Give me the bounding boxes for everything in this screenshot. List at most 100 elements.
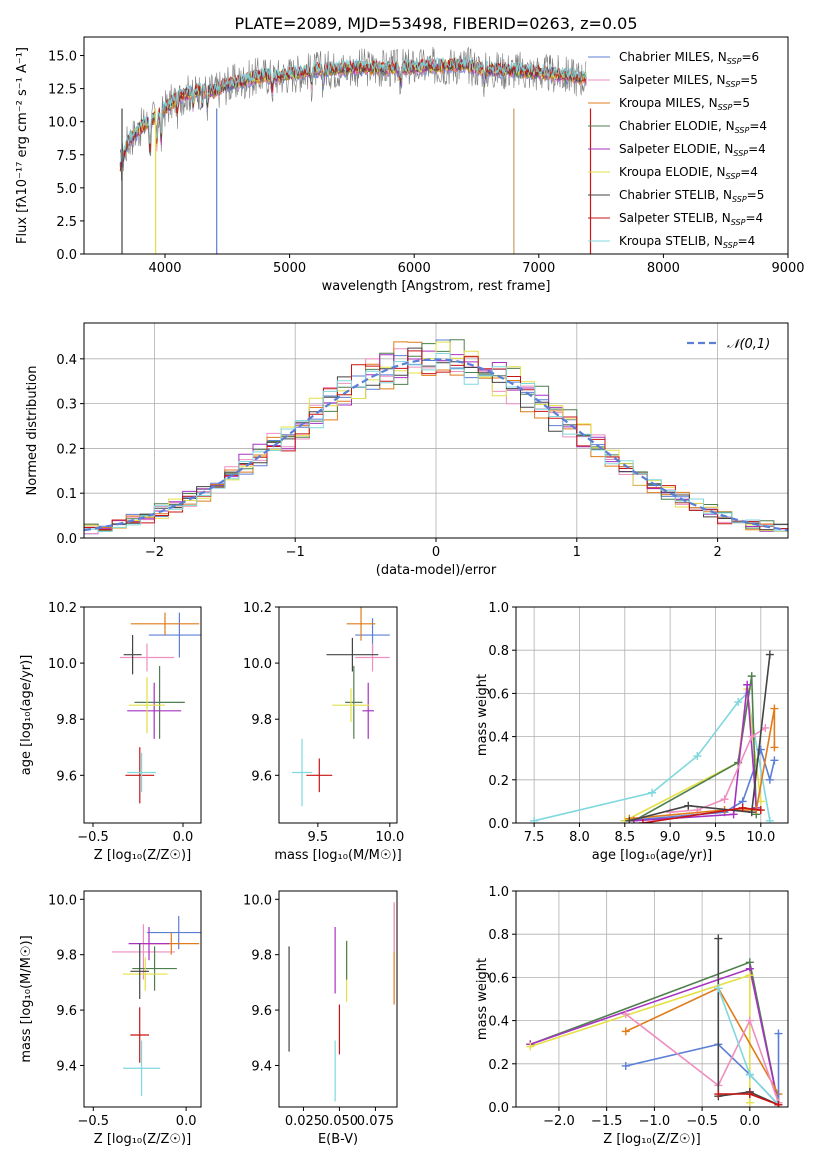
weight-marker — [526, 1042, 535, 1051]
weight-marker — [747, 672, 756, 681]
legend-subscript: SSP — [726, 80, 741, 89]
y-tick-label: 9.4 — [251, 1059, 272, 1074]
weight-marker — [638, 819, 647, 823]
legend-subscript: SSP — [731, 218, 746, 227]
weight-marker — [743, 680, 752, 689]
legend-label-rest: =4 — [749, 119, 767, 133]
y-tick-label: 10.0 — [243, 893, 272, 908]
weight-marker — [720, 795, 729, 804]
y-axis-label: mass weight — [475, 674, 490, 756]
y-tick-label: 5.0 — [56, 182, 77, 197]
x-tick-label: 10.0 — [375, 830, 404, 845]
y-axis-label: mass weight — [475, 958, 490, 1040]
weight-marker — [745, 1098, 754, 1107]
panel-2: −0.5 0.0 9.6 9.8 10.0 10.2 Z [log₁₀(Z/Z☉)] age … — [19, 601, 202, 863]
panel-5: −0.5 0.0 9.4 9.6 9.8 10.0 Z [log₁₀(Z/Z☉)] mass … — [19, 890, 202, 1147]
plot-area — [288, 902, 395, 1102]
weight-line — [625, 1013, 780, 1103]
y-tick-label: 0.2 — [488, 1058, 509, 1073]
legend-subscript: SSP — [718, 103, 733, 112]
y-axis-label: Normed distribution — [25, 366, 40, 496]
y-tick-label: 12.5 — [48, 83, 77, 98]
legend-label-rest: =4 — [748, 142, 766, 156]
weight-marker — [761, 723, 770, 732]
y-tick-label: 9.6 — [251, 769, 272, 784]
y-tick-label: 0.0 — [56, 532, 77, 547]
x-tick-label: −1 — [286, 545, 305, 560]
spectrum-model-line — [119, 59, 587, 168]
y-tick-label: 10.2 — [48, 601, 77, 616]
legend-label: Kroupa STELIB, NSSP=4 — [619, 234, 755, 250]
x-tick-label: 0.075 — [357, 1114, 394, 1129]
weight-marker — [756, 806, 765, 815]
legend-subscript: SSP — [733, 149, 748, 158]
legend-label: Chabrier MILES, NSSP=6 — [619, 50, 759, 66]
axes-frame — [83, 36, 789, 255]
x-tick-label: 0.025 — [285, 1114, 322, 1129]
y-tick-label: 1.0 — [488, 885, 509, 900]
weight-marker — [714, 934, 723, 943]
legend-subscript: SSP — [735, 126, 750, 135]
y-tick-label: 10.0 — [243, 657, 272, 672]
weight-marker — [714, 984, 723, 993]
axes-frame — [515, 606, 789, 824]
y-tick-label: 9.6 — [251, 1004, 272, 1019]
weight-marker — [734, 698, 743, 707]
x-tick-label: −0.5 — [77, 830, 109, 845]
x-tick-label: 0.0 — [739, 1114, 760, 1129]
x-axis-label: Z [log₁₀(Z/Z☉)] — [94, 1132, 191, 1147]
weight-marker — [738, 803, 747, 812]
legend-label: Salpeter ELODIE, NSSP=4 — [619, 142, 766, 158]
x-tick-label: 5000 — [273, 261, 306, 276]
axes-frame — [278, 890, 398, 1108]
weight-marker — [765, 816, 774, 823]
histogram-step — [84, 341, 788, 532]
y-tick-label: 0.4 — [488, 731, 509, 746]
panel-1: −2 −1 0 1 2 0.0 0.1 0.2 0.3 0.4 (data-model)/error… — [25, 322, 789, 578]
y-tick-label: 9.8 — [56, 949, 77, 964]
legend-label: Salpeter MILES, NSSP=5 — [619, 73, 758, 89]
y-tick-label: 0.8 — [488, 644, 509, 659]
axes-frame — [278, 606, 398, 824]
y-tick-label: 0.0 — [488, 1101, 509, 1116]
x-tick-label: 8.5 — [614, 830, 635, 845]
legend-label: Chabrier ELODIE, NSSP=4 — [619, 119, 767, 135]
x-axis-label: mass [log₁₀(M/M☉)] — [274, 848, 401, 863]
x-axis-label: E(B-V) — [318, 1132, 358, 1147]
panel-0: 4000 5000 6000 7000 8000 9000 0.0 2.5 5.0 7.5 10.0… — [15, 36, 805, 294]
weight-marker — [621, 1027, 630, 1036]
x-tick-label: 7000 — [522, 261, 555, 276]
weight-marker — [625, 816, 634, 823]
x-tick-label: 9000 — [771, 261, 804, 276]
weight-marker — [745, 1070, 754, 1079]
weight-marker — [745, 1016, 754, 1025]
y-tick-label: 2.5 — [56, 215, 77, 230]
plot-area — [119, 46, 592, 254]
y-tick-label: 0.6 — [488, 971, 509, 986]
x-tick-label: 0.0 — [176, 1114, 197, 1129]
x-tick-label: 0.0 — [173, 830, 194, 845]
normal-curve — [84, 358, 788, 532]
legend-label-rest: =6 — [741, 50, 759, 64]
weight-marker — [774, 1029, 783, 1038]
y-tick-label: 0.8 — [488, 928, 509, 943]
spectrum-model-line — [119, 56, 587, 165]
y-tick-label: 10.0 — [48, 893, 77, 908]
y-tick-label: 9.8 — [56, 713, 77, 728]
y-tick-label: 9.8 — [251, 949, 272, 964]
weight-marker — [765, 650, 774, 659]
x-tick-label: 9.5 — [308, 830, 329, 845]
weight-marker — [621, 1010, 630, 1019]
x-tick-label: 7.5 — [524, 830, 545, 845]
legend-label-rest: =4 — [745, 211, 763, 225]
y-axis-label: mass [log₁₀(M/M☉)] — [19, 935, 34, 1062]
x-axis-label: Z [log₁₀(Z/Z☉)] — [94, 848, 191, 863]
x-tick-label: 0.050 — [321, 1114, 358, 1129]
x-tick-label: 9.5 — [705, 830, 726, 845]
weight-marker — [770, 743, 779, 752]
weight-marker — [530, 816, 539, 823]
weight-marker — [770, 756, 779, 765]
x-axis-label: age [log₁₀(age/yr)] — [592, 848, 713, 863]
plot-area — [111, 915, 201, 1096]
weight-line — [629, 654, 771, 822]
